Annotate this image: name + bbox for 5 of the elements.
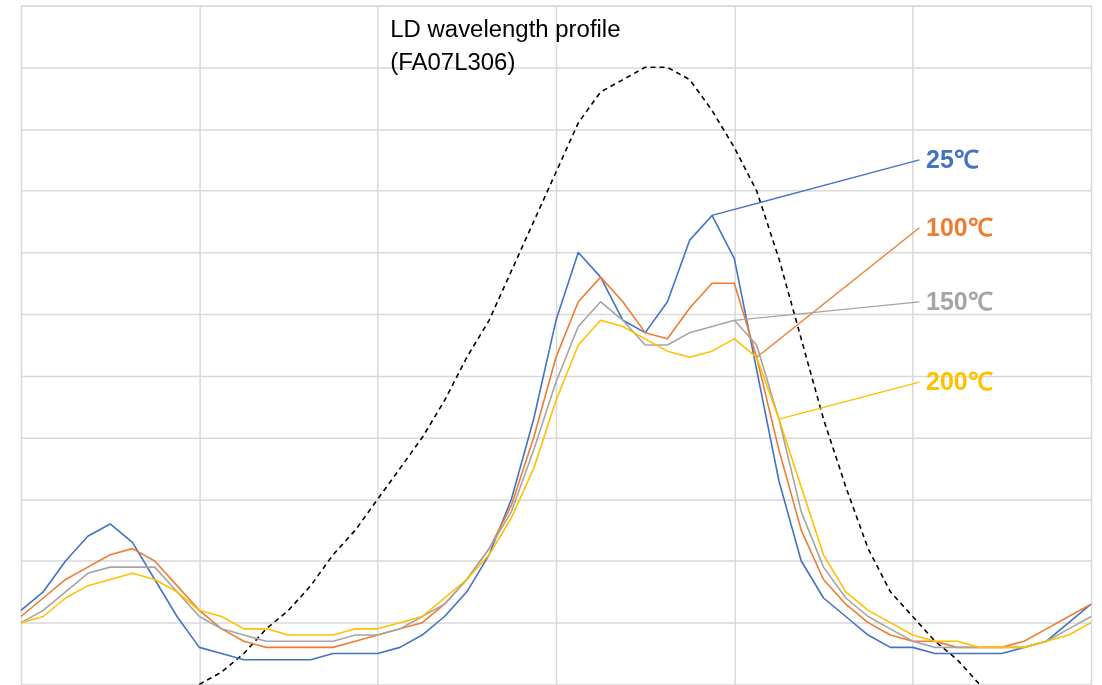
text: 150℃ <box>926 286 993 315</box>
text: 25℃ <box>926 144 979 173</box>
text: 200℃ <box>926 367 993 396</box>
text: 100℃ <box>926 212 993 241</box>
chart-title: LD wavelength profile (FA07L306) <box>390 14 621 76</box>
